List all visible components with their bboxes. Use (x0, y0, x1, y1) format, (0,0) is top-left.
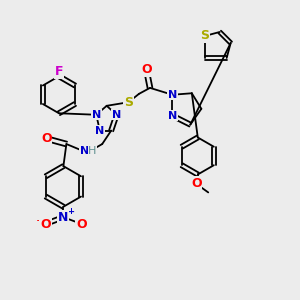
Text: S: S (200, 29, 209, 43)
Text: N: N (95, 126, 104, 136)
Text: N: N (80, 146, 89, 157)
Text: +: + (68, 207, 74, 216)
Text: N: N (92, 110, 101, 120)
Text: F: F (55, 65, 63, 78)
Text: O: O (191, 177, 202, 190)
Text: N: N (58, 211, 69, 224)
Text: H: H (88, 146, 97, 157)
Text: S: S (124, 96, 133, 109)
Text: −: − (36, 216, 45, 226)
Text: O: O (41, 132, 52, 145)
Text: N: N (168, 90, 177, 100)
Text: N: N (168, 111, 177, 121)
Text: O: O (40, 218, 51, 232)
Text: O: O (141, 63, 152, 76)
Text: O: O (76, 218, 87, 232)
Text: N: N (112, 110, 121, 120)
